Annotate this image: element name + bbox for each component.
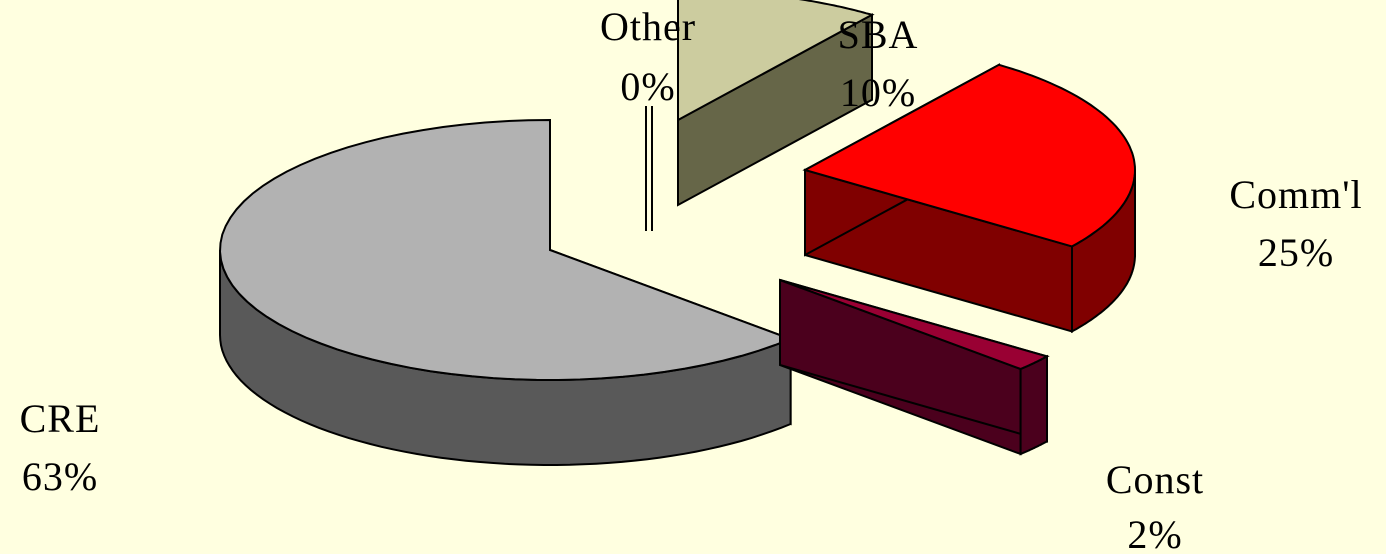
slice-label-other: Other: [600, 4, 696, 49]
slice-label-const: Const: [1106, 457, 1204, 502]
slice-percent-cre: 63%: [22, 454, 98, 499]
labels-layer: Other 0% SBA 10% Comm'l 25% Const 2% CRE…: [20, 4, 1362, 554]
slice-percent-const: 2%: [1127, 512, 1182, 554]
slice-percent-other: 0%: [620, 64, 675, 109]
slice-const-side: [1019, 354, 1048, 456]
slice-label-comml: Comm'l: [1229, 172, 1362, 217]
slice-cre: [218, 118, 794, 466]
slice-sba-top: [677, 0, 875, 122]
slice-other-sliver: [645, 106, 653, 231]
slice-percent-comml: 25%: [1258, 230, 1334, 275]
slice-const-top: [779, 279, 1050, 371]
slices-layer: [218, 0, 1137, 466]
slice-comml-top: [802, 63, 1137, 248]
slice-label-cre: CRE: [20, 396, 101, 441]
slice-comml: [802, 63, 1137, 334]
slice-label-sba: SBA: [838, 12, 919, 57]
slice-other: [645, 106, 653, 231]
slice-sba: [677, 0, 875, 207]
slice-cre-top: [218, 118, 794, 382]
slice-const: [779, 278, 1050, 456]
slice-percent-sba: 10%: [840, 70, 916, 115]
